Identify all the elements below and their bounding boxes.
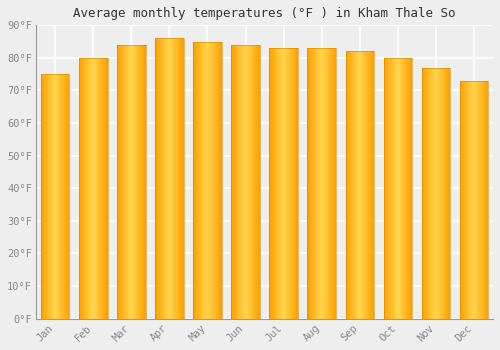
Bar: [193, 42, 222, 318]
Bar: [346, 51, 374, 318]
Bar: [155, 38, 184, 318]
Bar: [460, 81, 488, 318]
Bar: [270, 48, 298, 318]
Bar: [117, 45, 145, 318]
Bar: [232, 45, 260, 318]
Bar: [41, 74, 70, 318]
Bar: [384, 58, 412, 318]
Bar: [308, 48, 336, 318]
Bar: [422, 68, 450, 318]
Title: Average monthly temperatures (°F ) in Kham Thale So: Average monthly temperatures (°F ) in Kh…: [74, 7, 456, 20]
Bar: [79, 58, 108, 318]
